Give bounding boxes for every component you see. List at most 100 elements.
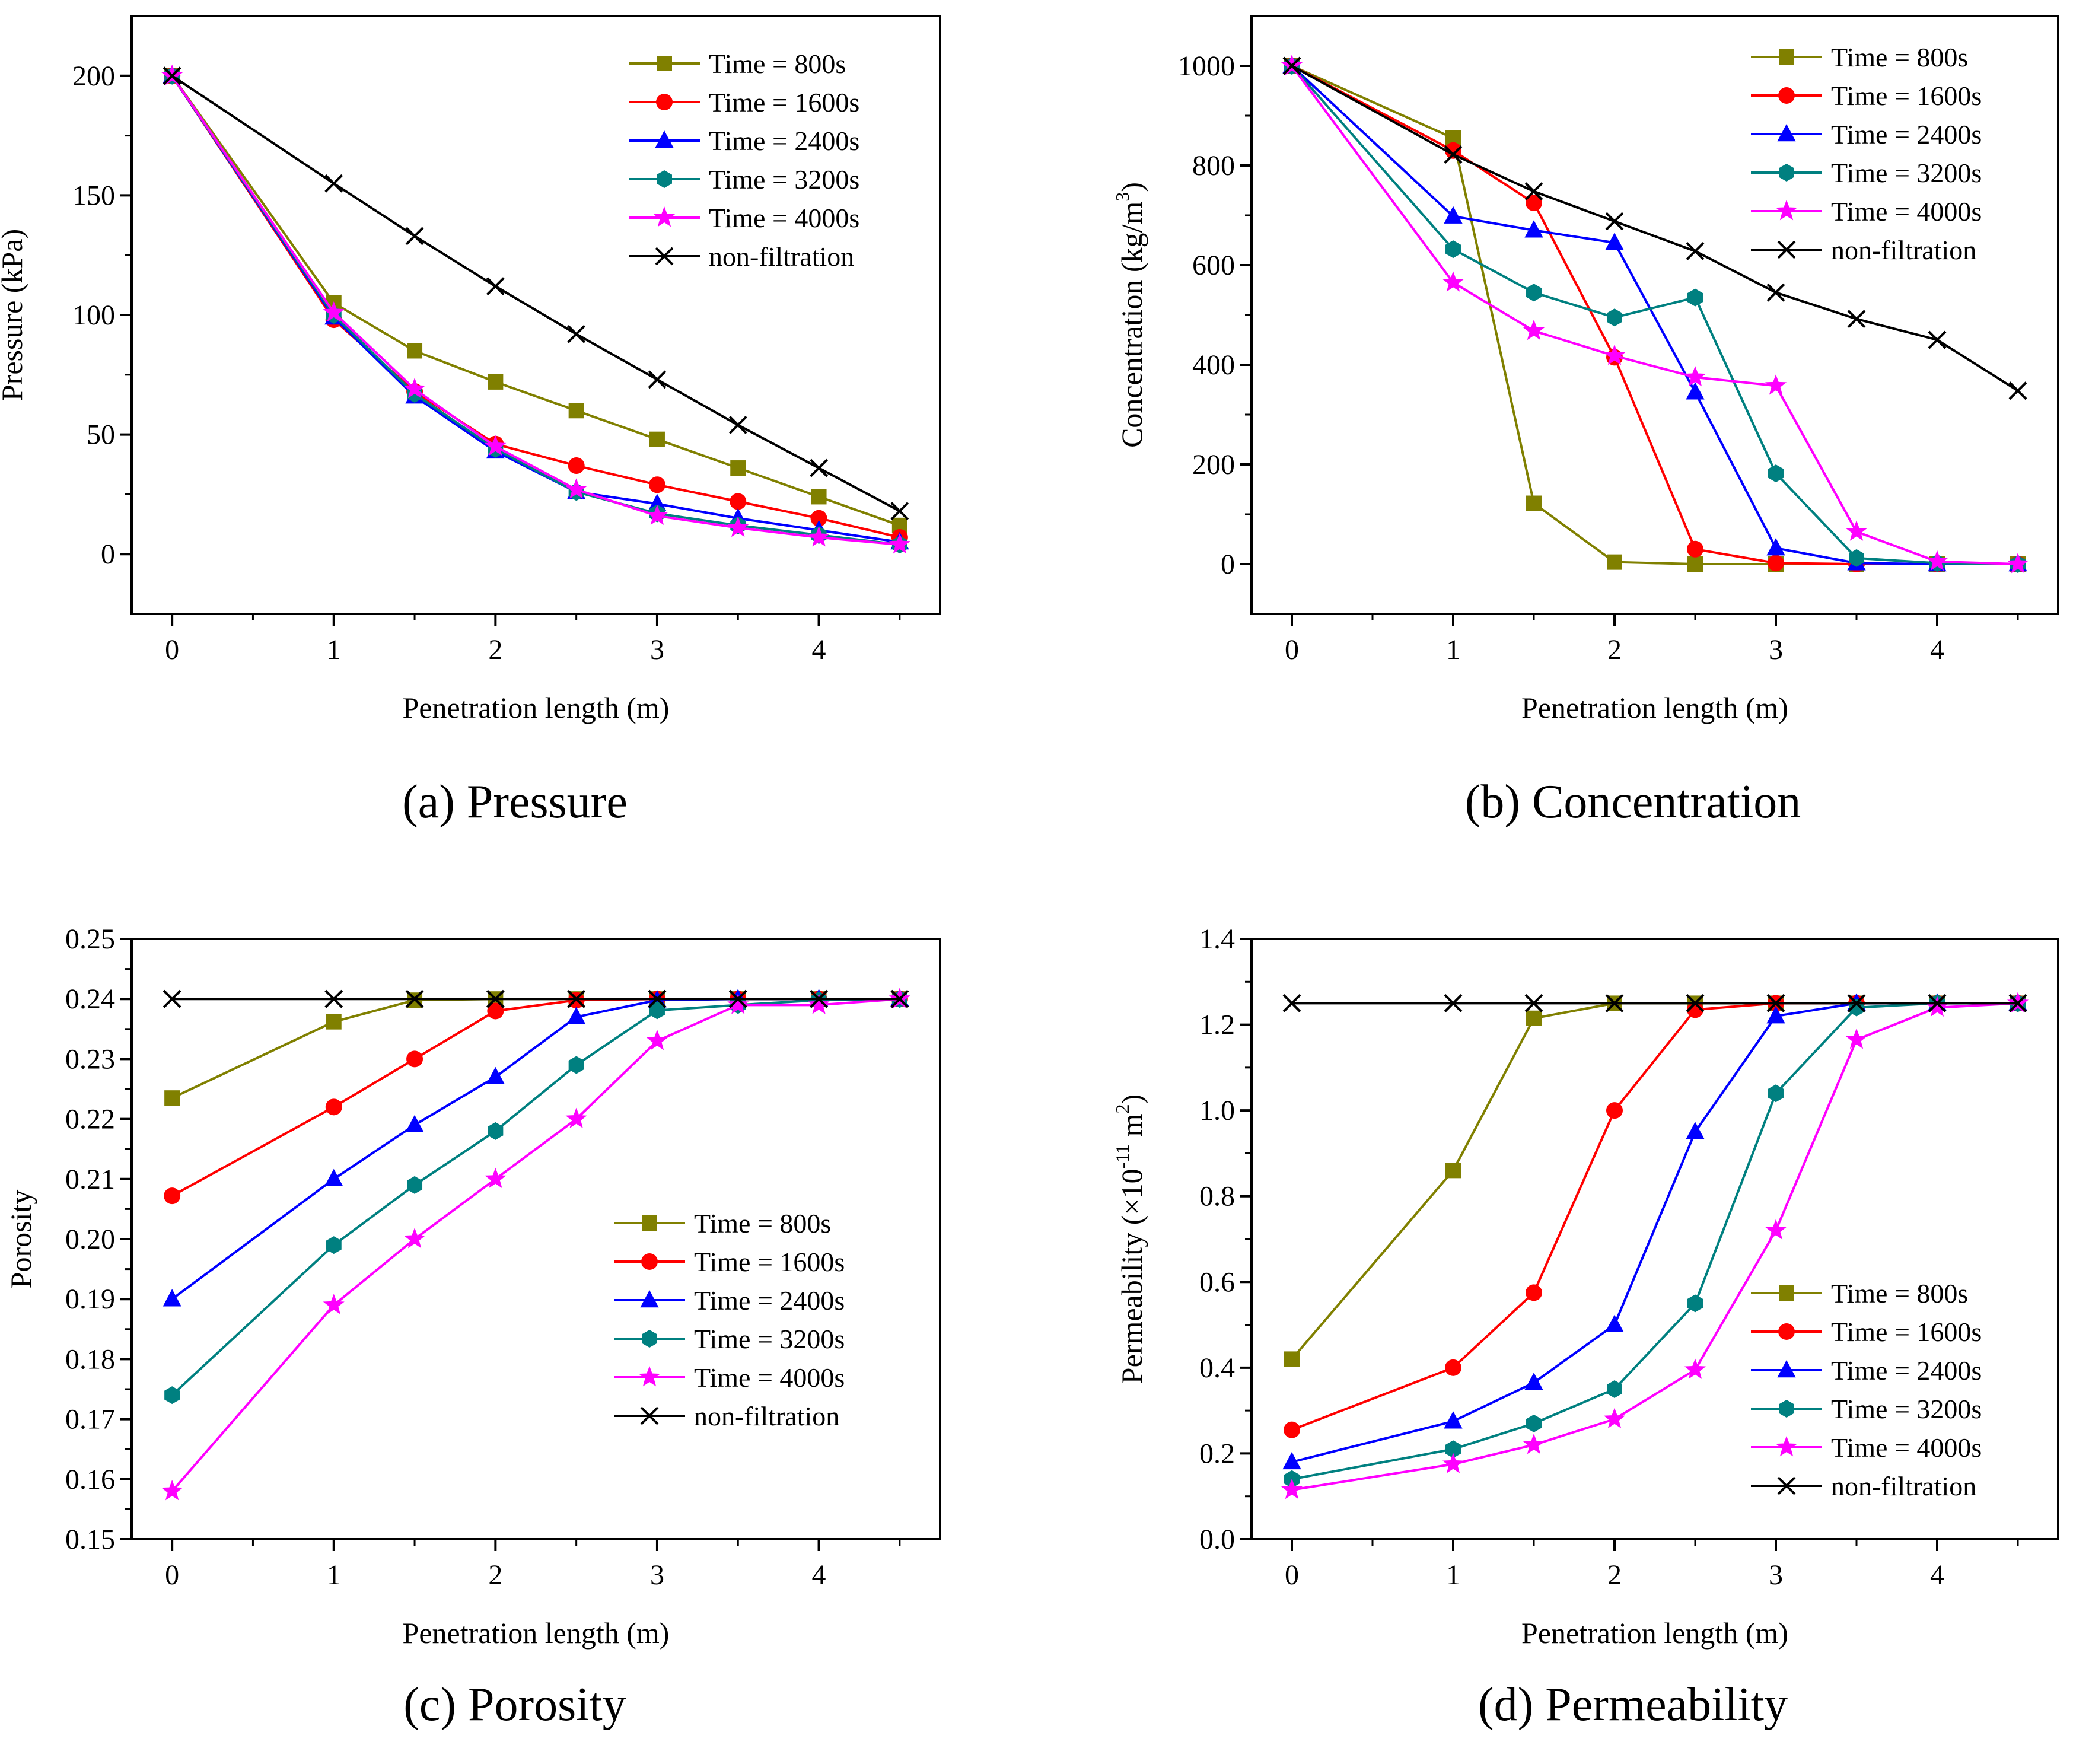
chart-b-ytick-label: 800 (1192, 150, 1235, 182)
chart-b-series-nonfiltration (1282, 56, 2027, 400)
chart-a-data-point (405, 227, 424, 246)
chart-b-data-point (1524, 220, 1543, 238)
chart-d-legend-entry: Time = 2400s (1751, 1355, 1982, 1386)
chart-d-data-point (1524, 994, 1543, 1012)
chart-b-data-point (1684, 366, 1706, 387)
ylabel-text-tail: m (1115, 1113, 1148, 1144)
chart-b-xtick-label: 3 (1769, 634, 1783, 666)
chart-b-xtick-label: 0 (1285, 634, 1299, 666)
chart-c: 0 1 2 3 4 0.15 0.16 0.17 0.18 0.19 0.20 0.21 0.22 0.2… (4, 924, 941, 1731)
chart-b-data-point (1765, 374, 1787, 395)
chart-c-data-point (163, 1289, 181, 1307)
chart-b-data-point (1607, 554, 1622, 570)
chart-d-data-point (1281, 1478, 1303, 1499)
chart-d-legend-entry: Time = 800s (1751, 1278, 1968, 1308)
legend-swatch-marker (1779, 1400, 1794, 1418)
chart-a-legend-entry: Time = 4000s (629, 203, 859, 233)
chart-b-data-point (1605, 212, 1624, 231)
legend-swatch-marker (1775, 200, 1798, 221)
chart-a-ytick-label: 50 (87, 419, 115, 451)
chart-a-data-point (808, 526, 830, 547)
chart-a-legend-entry: Time = 3200s (629, 164, 859, 195)
chart-b-caption: (b) Concentration (1465, 776, 1801, 828)
legend-swatch-marker (1777, 240, 1796, 259)
chart-d-data-point (1442, 1453, 1464, 1473)
chart-c-legend-entry: non-filtration (614, 1401, 839, 1431)
chart-a-data-point (649, 431, 665, 447)
chart-a-ylabel: Pressure (kPa) (0, 229, 28, 401)
chart-b-data-point (2007, 553, 2029, 574)
chart-a-legend-entry: Time = 1600s (629, 87, 859, 117)
ylabel-text: Permeability (×10 (1115, 1168, 1148, 1384)
chart-c-data-point (326, 1236, 342, 1254)
chart-b: 0 1 2 3 4 0 200 400 600 800 1000 Penetration length… (1112, 15, 2059, 828)
chart-c-data-point (485, 1167, 507, 1189)
chart-d-ytick-label: 0.0 (1199, 1524, 1235, 1555)
chart-a-data-point (403, 377, 426, 399)
chart-c-data-point (324, 1168, 343, 1187)
legend-label: Time = 3200s (694, 1324, 845, 1354)
chart-d-data-point (1687, 1001, 1703, 1018)
chart-d-series-nonfiltration (1282, 994, 2027, 1012)
chart-d-data-point (1526, 1414, 1542, 1432)
legend-label: non-filtration (709, 241, 854, 272)
chart-b-xtick-label: 1 (1446, 634, 1460, 666)
chart-d-data-point (1603, 1408, 1626, 1428)
chart-d-caption: (d) Permeability (1478, 1679, 1788, 1731)
chart-d-xtick-label: 2 (1607, 1559, 1622, 1591)
chart-a-data-point (730, 460, 746, 476)
chart-b-data-point (1526, 195, 1542, 211)
legend-label: non-filtration (1831, 235, 1976, 265)
chart-c-legend-entry: Time = 1600s (614, 1247, 845, 1277)
chart-d-data-point (1926, 996, 1948, 1017)
ylabel-text: Pressure (kPa) (0, 229, 28, 401)
chart-c-data-point (324, 989, 343, 1008)
ylabel-superscript: -11 (1112, 1144, 1133, 1168)
chart-a-data-point (811, 489, 827, 505)
chart-b-data-point (1607, 308, 1622, 327)
chart-b-legend-entry: Time = 1600s (1751, 81, 1982, 111)
chart-d-ytick-label: 0.2 (1199, 1438, 1235, 1469)
chart-d-data-point (1768, 1084, 1784, 1103)
chart-d-data-point (1282, 994, 1301, 1012)
chart-b-data-point (1928, 330, 1947, 349)
chart-c-xtick-label: 0 (165, 1559, 179, 1591)
chart-d-ytick-label: 0.4 (1199, 1352, 1235, 1384)
chart-c-data-point (649, 1001, 665, 1020)
chart-d-data-point (1928, 994, 1947, 1012)
chart-b-data-point (2008, 381, 2027, 400)
legend-label: Time = 4000s (1831, 196, 1982, 227)
legend-swatch-marker (640, 1290, 659, 1308)
chart-a-xtick-label: 2 (488, 634, 502, 666)
chart-c-ytick-label: 0.15 (65, 1524, 115, 1555)
chart-b-data-point (1847, 310, 1866, 329)
chart-b-data-point (1686, 242, 1705, 260)
chart-c-data-point (164, 1187, 181, 1205)
chart-b-data-point (1686, 382, 1705, 400)
chart-c-xtick-label: 2 (488, 1559, 502, 1591)
legend-swatch-marker (642, 1215, 657, 1231)
chart-d-ytick-label: 0.6 (1199, 1266, 1235, 1298)
chart-a-xlabel: Penetration length (m) (403, 691, 670, 724)
chart-b-data-point (1768, 464, 1784, 483)
legend-swatch-marker (640, 1406, 659, 1425)
chart-c-ytick-label: 0.19 (65, 1284, 115, 1315)
chart-b-data-point (1766, 283, 1785, 302)
chart-c-data-point (486, 1066, 505, 1084)
chart-a-data-point (565, 478, 587, 499)
chart-a-data-point (648, 476, 665, 493)
chart-d-data-point (1526, 1284, 1542, 1301)
legend-label: Time = 3200s (1831, 1394, 1982, 1424)
legend-swatch-marker (1778, 87, 1795, 104)
chart-b-data-point (1687, 540, 1703, 558)
chart-b-data-point (1603, 344, 1626, 365)
chart-c-legend-entry: Time = 4000s (614, 1362, 845, 1393)
chart-a-caption: (a) Pressure (402, 776, 628, 828)
legend-swatch-marker (1777, 1476, 1796, 1495)
chart-c-ytick-label: 0.25 (65, 924, 115, 955)
chart-b-xtick-label: 4 (1930, 634, 1944, 666)
chart-b-ytick-label: 400 (1192, 349, 1235, 381)
chart-c-caption: (c) Porosity (403, 1679, 626, 1731)
chart-c-series-t4000 (161, 988, 910, 1501)
